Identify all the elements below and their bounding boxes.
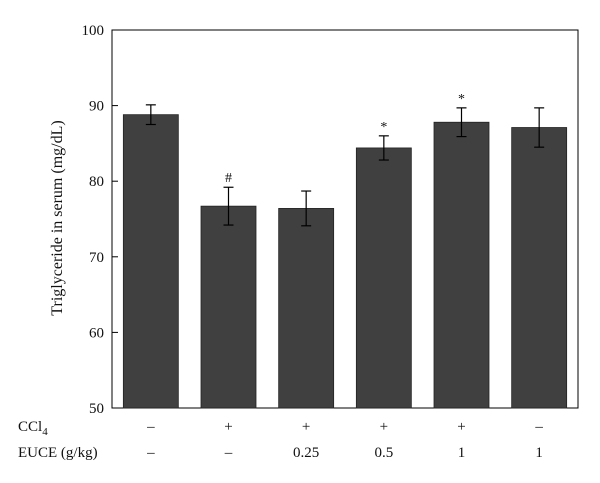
bar [511,127,568,409]
bar [122,114,179,409]
treatment-row-value: – [224,445,233,461]
bar [355,147,412,409]
bars-layer: # * * [122,92,568,409]
plot-frame [111,29,579,409]
axis-layer: 50 60 70 80 90 100 [82,23,118,417]
bar [200,205,257,409]
y-tick-label: 50 [89,401,104,417]
treatment-row-label: EUCE (g/kg) [18,445,98,461]
y-tick-label: 80 [89,174,104,190]
bar [433,121,490,409]
significance-marker: * [380,120,387,135]
treatment-row-value: – [146,419,155,435]
treatment-row-value: + [457,419,465,435]
treatment-row-value: 0.25 [293,445,319,461]
treatment-row-label-subscript: 4 [42,426,48,438]
significance-marker: * [458,92,465,107]
y-tick-label: 100 [82,23,105,39]
treatment-row-label-text: CCl [18,419,42,435]
treatment-rows: CCl4 – + + + + – EUCE (g/kg) – – 0.25 0.5 1 1 [18,419,543,461]
treatment-row-value: – [146,445,155,461]
treatment-row-value: + [224,419,232,435]
bar [278,208,335,409]
treatment-row-label: CCl4 [18,419,48,438]
significance-marker: # [225,171,232,186]
treatment-row-value: – [534,419,543,435]
treatment-row-label-text: EUCE (g/kg) [18,445,98,461]
treatment-row-value: 0.5 [374,445,393,461]
treatment-row-value: + [380,419,388,435]
y-tick-label: 70 [89,250,104,266]
treatment-row-value: 1 [535,445,543,461]
y-tick-label: 90 [89,99,104,115]
y-axis-title: Triglyceride in serum (mg/dL) [49,120,66,315]
plot-frame-layer [111,29,579,409]
treatment-row-value: + [302,419,310,435]
treatment-row-value: 1 [458,445,466,461]
y-tick-label: 60 [89,325,104,341]
